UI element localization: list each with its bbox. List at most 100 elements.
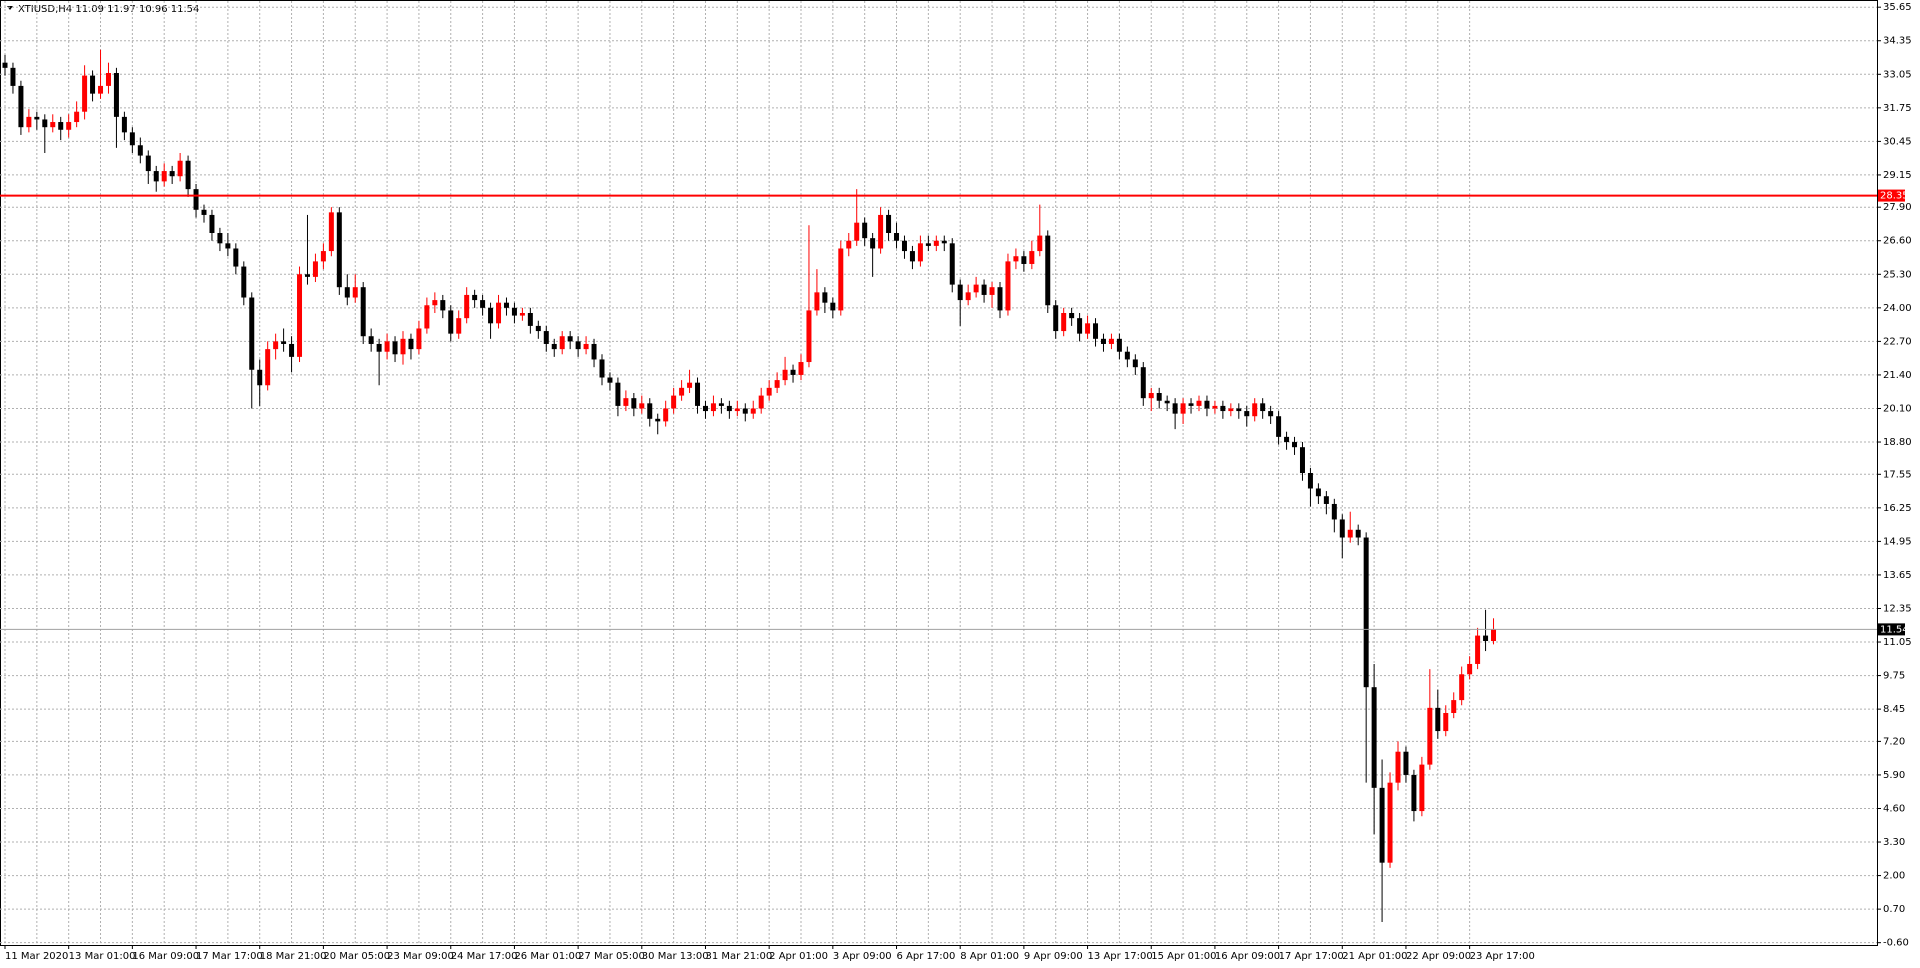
y-tick-label: 16.25 bbox=[1883, 503, 1912, 514]
candle-body bbox=[599, 359, 605, 378]
candle-body bbox=[511, 307, 517, 316]
candle-body bbox=[113, 73, 119, 117]
candle-body bbox=[1395, 751, 1401, 783]
candle-body bbox=[1483, 635, 1489, 641]
candle-body bbox=[368, 336, 374, 344]
y-tick-label: 27.90 bbox=[1883, 202, 1912, 213]
x-tick-label: 17 Apr 17:00 bbox=[1279, 951, 1344, 962]
candle-body bbox=[1236, 408, 1242, 412]
x-tick-label: 3 Apr 09:00 bbox=[833, 951, 892, 962]
x-tick-label: 22 Apr 09:00 bbox=[1406, 951, 1471, 962]
candle-body bbox=[623, 398, 629, 406]
candle-body bbox=[1029, 251, 1035, 264]
y-tick-label: 12.35 bbox=[1883, 603, 1912, 614]
candle-body bbox=[488, 307, 494, 324]
candle-body bbox=[607, 377, 613, 383]
candle-body bbox=[464, 294, 470, 319]
candle-body bbox=[965, 292, 971, 301]
candle-body bbox=[1021, 256, 1027, 264]
candle-body bbox=[933, 240, 939, 246]
candle-body bbox=[360, 287, 366, 337]
candle-body bbox=[710, 403, 716, 412]
candle-body bbox=[1315, 488, 1321, 497]
candle-body bbox=[1013, 256, 1019, 262]
candle-body bbox=[472, 294, 478, 301]
candle-body bbox=[1196, 400, 1202, 406]
x-tick-label: 18 Mar 21:00 bbox=[260, 951, 327, 962]
candle-body bbox=[527, 313, 533, 326]
y-tick-label: 20.10 bbox=[1883, 403, 1912, 414]
candle-body bbox=[1284, 436, 1290, 443]
candle-body bbox=[257, 369, 263, 386]
candle-body bbox=[846, 240, 852, 249]
candle-body bbox=[1323, 496, 1329, 504]
candle-body bbox=[559, 336, 565, 350]
candle-body bbox=[925, 243, 931, 246]
candle-body bbox=[647, 403, 653, 419]
candle-body bbox=[798, 362, 804, 375]
candle-body bbox=[129, 132, 135, 146]
x-tick-label: 27 Mar 05:00 bbox=[578, 951, 645, 962]
y-tick-label: 30.45 bbox=[1883, 136, 1912, 147]
candle-body bbox=[1053, 305, 1059, 332]
candle-body bbox=[1467, 663, 1473, 675]
candle-body bbox=[655, 418, 661, 422]
candle-body bbox=[1140, 367, 1146, 399]
candle-body bbox=[663, 408, 669, 422]
candle-body bbox=[1363, 537, 1369, 688]
candle-body bbox=[886, 214, 892, 233]
candle-body bbox=[161, 171, 167, 182]
candle-body bbox=[217, 233, 223, 244]
candle-body bbox=[320, 251, 326, 262]
candle-body bbox=[328, 212, 334, 252]
candle-body bbox=[1077, 318, 1083, 334]
candle-body bbox=[941, 240, 947, 244]
candle-body bbox=[1331, 503, 1337, 520]
candle-body bbox=[702, 405, 708, 412]
candle-body bbox=[384, 341, 390, 352]
candle-body bbox=[249, 297, 255, 370]
y-tick-label: 14.95 bbox=[1883, 536, 1912, 547]
candle-body bbox=[909, 251, 915, 262]
candle-body bbox=[145, 155, 151, 172]
candle-body bbox=[790, 369, 796, 375]
x-tick-label: 24 Mar 17:00 bbox=[451, 951, 518, 962]
candle-body bbox=[949, 243, 955, 285]
candle-body bbox=[201, 209, 207, 215]
candle-body bbox=[1005, 261, 1011, 311]
candle-body bbox=[1419, 764, 1425, 812]
candle-body bbox=[1387, 782, 1393, 863]
candle-body bbox=[1339, 519, 1345, 538]
price-label: 28.35 bbox=[1880, 191, 1909, 202]
y-tick-label: 29.15 bbox=[1883, 170, 1912, 181]
candle-body bbox=[1268, 411, 1274, 417]
candle-body bbox=[1244, 411, 1250, 417]
candle-body bbox=[567, 336, 573, 342]
candle-body bbox=[1260, 403, 1266, 412]
y-tick-label: 0.70 bbox=[1883, 904, 1905, 915]
candle-body bbox=[734, 408, 740, 412]
candle-body bbox=[121, 116, 127, 133]
candle-body bbox=[1403, 751, 1409, 775]
candle-body bbox=[774, 380, 780, 388]
candle-body bbox=[551, 343, 557, 350]
y-tick-label: 35.65 bbox=[1883, 2, 1912, 13]
candle-body bbox=[440, 300, 446, 311]
candle-body bbox=[496, 302, 502, 324]
candle-body bbox=[989, 287, 995, 295]
y-tick-label: 9.75 bbox=[1883, 671, 1905, 682]
candle-body bbox=[289, 343, 295, 357]
candle-body bbox=[782, 369, 788, 381]
candle-body bbox=[400, 338, 406, 355]
candle-body bbox=[50, 122, 56, 128]
candle-body bbox=[177, 160, 183, 177]
candle-body bbox=[543, 331, 549, 344]
candle-body bbox=[66, 122, 72, 130]
candle-body bbox=[18, 85, 24, 128]
candle-body bbox=[1427, 707, 1433, 765]
candle-body bbox=[1172, 403, 1178, 414]
candle-body bbox=[1252, 403, 1258, 417]
candle-body bbox=[1180, 403, 1186, 414]
y-tick-label: 13.65 bbox=[1883, 570, 1912, 581]
